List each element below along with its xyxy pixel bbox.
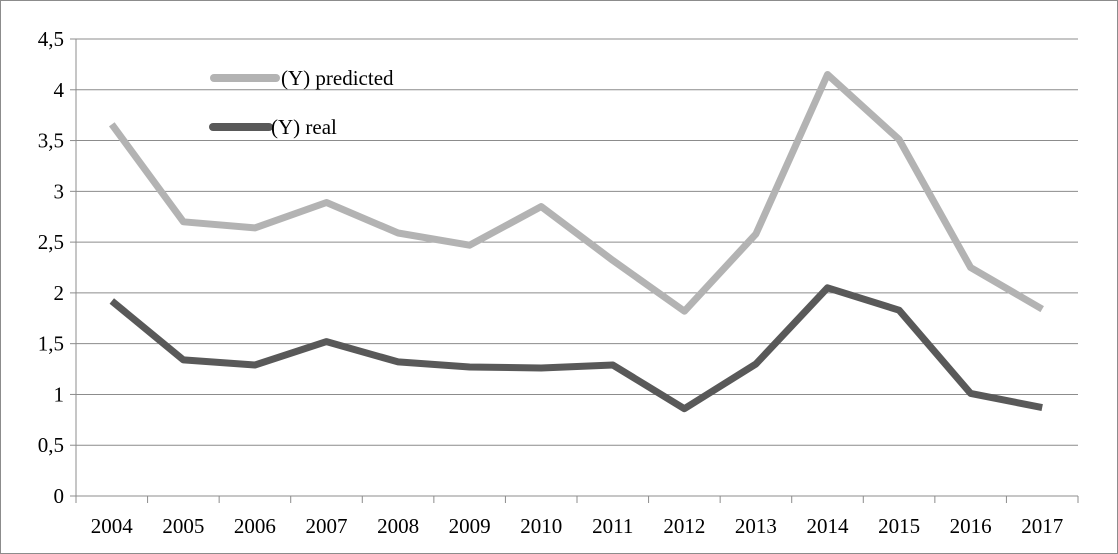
legend: (Y) predicted (Y) real (209, 66, 394, 139)
series-line-real (109, 284, 1043, 413)
series-line-predicted (108, 71, 1044, 315)
y-tick-label: 1,5 (38, 332, 64, 356)
x-tick-label: 2015 (878, 514, 920, 538)
x-tick-label: 2009 (449, 514, 491, 538)
x-tick-label: 2017 (1021, 514, 1063, 538)
y-tick-label: 4,5 (38, 27, 64, 51)
legend-label: (Y) predicted (281, 66, 394, 90)
y-tick-label: 0,5 (38, 433, 64, 457)
x-tick-label: 2011 (592, 514, 633, 538)
x-tick-labels: 2004 2005 2006 2007 2008 2009 2010 2011 2012 2013… (91, 514, 1063, 538)
x-tick-label: 2014 (807, 514, 850, 538)
series-lines (108, 71, 1044, 413)
y-tick-label: 4 (54, 78, 65, 102)
gridlines (76, 38, 1078, 446)
y-tick-labels: 0 0,5 1 1,5 2 2,5 3 3,5 4 4,5 (38, 27, 65, 508)
axes (70, 38, 1079, 503)
y-tick-label: 3 (54, 179, 65, 203)
y-tick-label: 1 (54, 382, 65, 406)
x-tick-label: 2005 (162, 514, 204, 538)
x-tick-label: 2010 (520, 514, 562, 538)
x-tick-label: 2006 (234, 514, 276, 538)
x-tick-label: 2012 (663, 514, 705, 538)
x-tick-label: 2008 (377, 514, 419, 538)
y-tick-label: 2,5 (38, 230, 64, 254)
y-tick-label: 2 (54, 281, 65, 305)
y-tick-label: 0 (54, 484, 65, 508)
x-tick-label: 2013 (735, 514, 777, 538)
x-tick-label: 2004 (91, 514, 134, 538)
legend-label: (Y) real (271, 115, 337, 139)
y-tick-label: 3,5 (38, 129, 64, 153)
x-tick-label: 2007 (306, 514, 348, 538)
x-tick-label: 2016 (950, 514, 992, 538)
